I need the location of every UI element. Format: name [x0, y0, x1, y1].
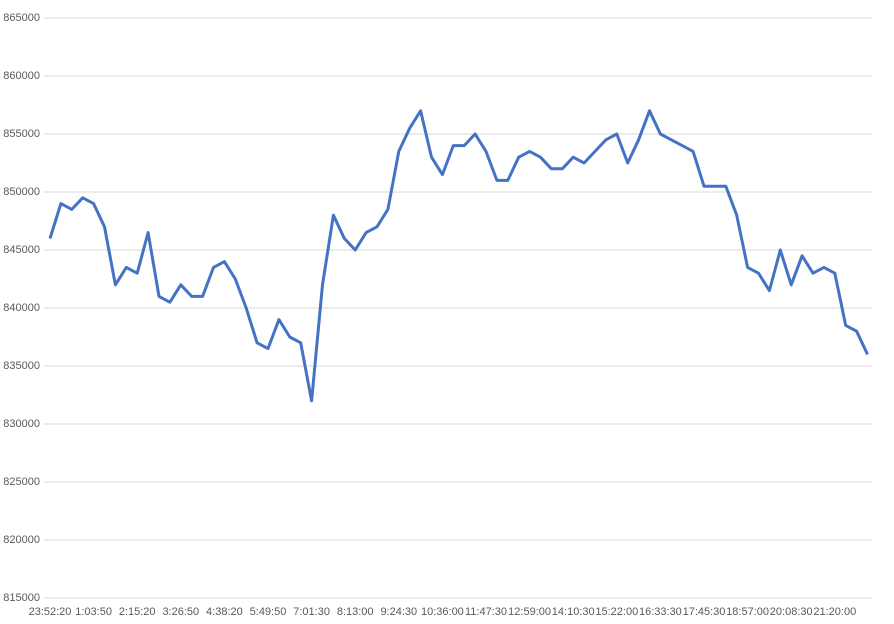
x-tick-label: 12:59:00 [508, 606, 551, 618]
x-tick-label: 18:57:00 [726, 606, 769, 618]
x-tick-label: 1:03:50 [75, 606, 112, 618]
x-tick-label: 11:47:30 [465, 606, 507, 618]
x-tick-label: 20:08:30 [770, 606, 813, 618]
x-tick-label: 5:49:50 [250, 606, 287, 618]
x-tick-label: 3:26:50 [162, 606, 199, 618]
x-tick-label: 8:13:00 [337, 606, 374, 618]
x-tick-label: 15:22:00 [595, 606, 638, 618]
y-tick-label: 865000 [3, 12, 40, 24]
x-tick-label: 14:10:30 [552, 606, 595, 618]
x-tick-label: 2:15:20 [119, 606, 156, 618]
y-tick-label: 815000 [3, 592, 40, 604]
y-tick-label: 825000 [3, 476, 40, 488]
y-tick-label: 830000 [3, 418, 40, 430]
line-series [48, 109, 869, 403]
y-tick-label: 845000 [3, 244, 40, 256]
y-tick-label: 840000 [3, 302, 40, 314]
x-tick-label: 21:20:00 [813, 606, 856, 618]
x-tick-label: 17:45:30 [683, 606, 726, 618]
x-tick-label: 7:01:30 [293, 606, 330, 618]
x-tick-label: 16:33:30 [639, 606, 682, 618]
y-tick-label: 820000 [3, 534, 40, 546]
y-tick-label: 850000 [3, 186, 40, 198]
y-tick-label: 835000 [3, 360, 40, 372]
y-tick-label: 855000 [3, 128, 40, 140]
x-tick-label: 10:36:00 [421, 606, 464, 618]
x-tick-label: 4:38:20 [206, 606, 243, 618]
y-tick-label: 860000 [3, 70, 40, 82]
x-tick-label: 9:24:30 [380, 606, 417, 618]
x-tick-label: 23:52:20 [29, 606, 72, 618]
